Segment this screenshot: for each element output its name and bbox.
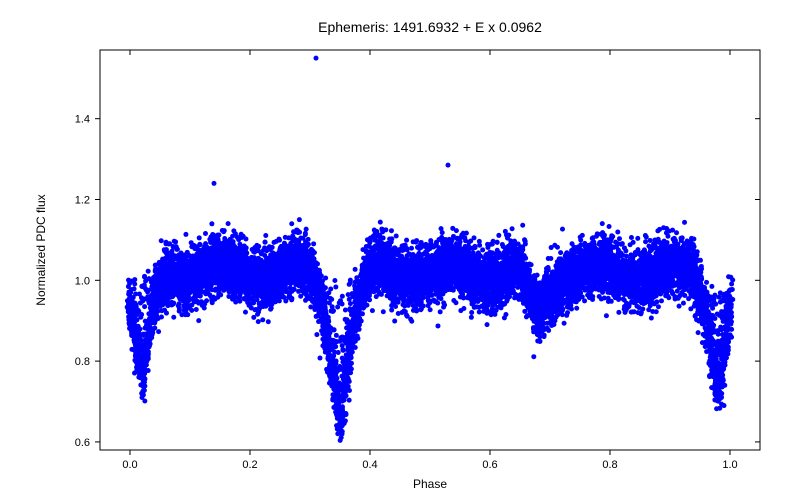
x-axis-label: Phase: [413, 477, 447, 491]
chart-svg: 0.0 0.2 0.4 0.6 0.8 1.0 0.6 0.8 1.0 1.2 1.4 Ephemer…: [0, 0, 800, 500]
y-axis-label: Normalized PDC flux: [34, 194, 48, 305]
xtick-label: 0.0: [122, 459, 137, 471]
xtick-label: 1.0: [722, 459, 737, 471]
ytick-label: 1.4: [75, 114, 90, 126]
xtick-label: 0.8: [602, 459, 617, 471]
phase-flux-chart: 0.0 0.2 0.4 0.6 0.8 1.0 0.6 0.8 1.0 1.2 1.4 Ephemer…: [0, 0, 800, 500]
xtick-label: 0.6: [482, 459, 497, 471]
ytick-label: 1.2: [75, 194, 90, 206]
ytick-label: 1.0: [75, 275, 90, 287]
chart-title: Ephemeris: 1491.6932 + E x 0.0962: [318, 19, 542, 35]
xtick-label: 0.4: [362, 459, 377, 471]
ytick-label: 0.8: [75, 356, 90, 368]
xtick-label: 0.2: [242, 459, 257, 471]
ytick-label: 0.6: [75, 437, 90, 449]
